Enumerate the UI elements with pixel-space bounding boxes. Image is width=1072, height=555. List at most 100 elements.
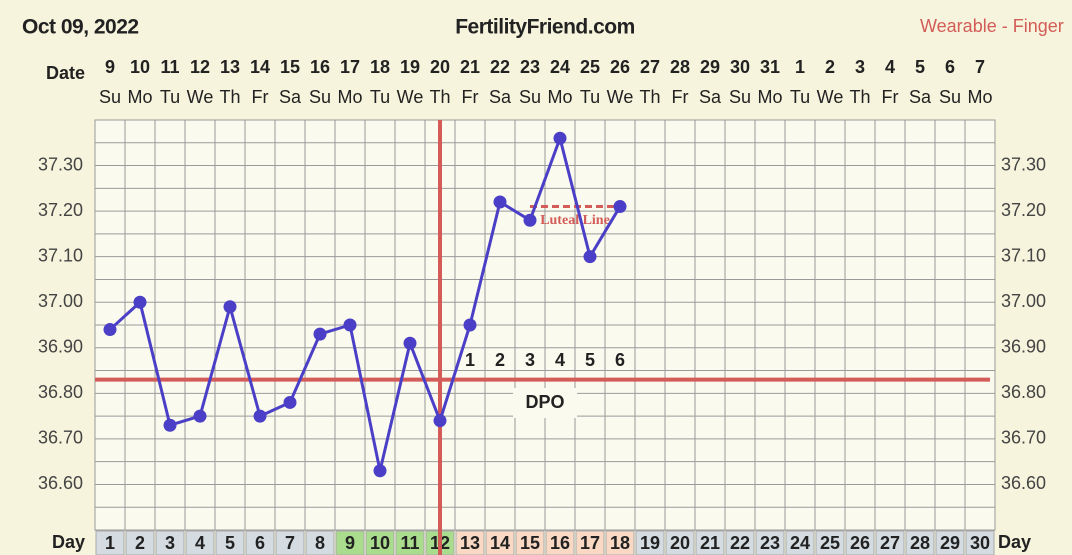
y-tick-label: 36.80 xyxy=(38,382,83,402)
day-cell xyxy=(305,530,335,555)
date-number: 17 xyxy=(340,57,360,77)
date-number: 4 xyxy=(885,57,895,77)
day-number: 15 xyxy=(520,533,540,553)
day-number: 16 xyxy=(550,533,570,553)
weekday: Tu xyxy=(160,87,180,107)
day-cell xyxy=(695,530,725,555)
temp-point xyxy=(463,318,477,332)
day-number: 19 xyxy=(640,533,660,553)
date: Oct 09, 2022 xyxy=(22,16,139,39)
dpo-label: 6 xyxy=(615,350,625,370)
temp-point xyxy=(553,131,567,145)
temp-point xyxy=(163,418,177,432)
temp-point xyxy=(223,300,237,314)
day-cell xyxy=(515,530,545,555)
day-number: 2 xyxy=(135,533,145,553)
day-cell xyxy=(575,530,605,555)
day-cell xyxy=(545,530,575,555)
dpo-label: 5 xyxy=(585,350,595,370)
weekday: We xyxy=(187,87,214,107)
date-number: 30 xyxy=(730,57,750,77)
day-cell xyxy=(905,530,935,555)
weekday: Th xyxy=(429,87,450,107)
date-number: 9 xyxy=(105,57,115,77)
date-number: 14 xyxy=(250,57,270,77)
weekday: Sa xyxy=(279,87,302,107)
date-number: 6 xyxy=(945,57,955,77)
weekday: Mo xyxy=(127,87,152,107)
day-cell xyxy=(845,530,875,555)
y-tick-label: 36.60 xyxy=(38,473,83,493)
date-number: 5 xyxy=(915,57,925,77)
weekday: Th xyxy=(849,87,870,107)
day-cell xyxy=(395,530,425,555)
date-label: Date xyxy=(46,63,85,83)
weekday: Tu xyxy=(790,87,810,107)
y-tick-label-right: 36.80 xyxy=(1001,382,1046,402)
day-cell xyxy=(725,530,755,555)
day-number: 8 xyxy=(315,533,325,553)
y-tick-label-right: 37.00 xyxy=(1001,291,1046,311)
day-cell xyxy=(185,530,215,555)
weekday: Mo xyxy=(967,87,992,107)
date-number: 16 xyxy=(310,57,330,77)
date-number: 7 xyxy=(975,57,985,77)
day-number: 28 xyxy=(910,533,930,553)
temp-point xyxy=(493,195,507,209)
dpo-label: 3 xyxy=(525,350,535,370)
day-cell xyxy=(365,530,395,555)
weekday: Su xyxy=(99,87,121,107)
weekday: Th xyxy=(639,87,660,107)
weekday: Mo xyxy=(337,87,362,107)
day-cell xyxy=(815,530,845,555)
weekday: Th xyxy=(219,87,240,107)
source: Wearable - Finger xyxy=(920,16,1064,36)
date-number: 22 xyxy=(490,57,510,77)
date-number: 29 xyxy=(700,57,720,77)
y-tick-label: 37.30 xyxy=(38,154,83,174)
date-number: 21 xyxy=(460,57,480,77)
date-number: 25 xyxy=(580,57,600,77)
day-cell xyxy=(665,530,695,555)
date-number: 15 xyxy=(280,57,300,77)
day-cell xyxy=(125,530,155,555)
dpo-label: 4 xyxy=(555,350,565,370)
temp-point xyxy=(373,464,387,478)
day-number: 5 xyxy=(225,533,235,553)
date-number: 13 xyxy=(220,57,240,77)
date-number: 27 xyxy=(640,57,660,77)
day-cell xyxy=(455,530,485,555)
y-tick-label-right: 36.90 xyxy=(1001,337,1046,357)
day-number: 18 xyxy=(610,533,630,553)
temp-point xyxy=(433,414,447,428)
day-number: 4 xyxy=(195,533,205,553)
date-number: 31 xyxy=(760,57,780,77)
date-number: 20 xyxy=(430,57,450,77)
temp-point xyxy=(253,409,267,423)
day-label: Day xyxy=(52,532,85,552)
temp-point xyxy=(523,213,537,227)
y-tick-label-right: 36.60 xyxy=(1001,473,1046,493)
day-cell xyxy=(635,530,665,555)
day-number: 17 xyxy=(580,533,600,553)
day-cell xyxy=(215,530,245,555)
day-number: 26 xyxy=(850,533,870,553)
day-number: 30 xyxy=(970,533,990,553)
day-cell xyxy=(755,530,785,555)
day-number: 14 xyxy=(490,533,510,553)
y-tick-label-right: 37.10 xyxy=(1001,245,1046,265)
y-tick-label-right: 37.20 xyxy=(1001,200,1046,220)
dpo-box xyxy=(513,388,577,418)
date-number: 10 xyxy=(130,57,150,77)
date-number: 12 xyxy=(190,57,210,77)
day-number: 11 xyxy=(400,533,419,553)
day-number: 27 xyxy=(880,533,900,553)
temp-point xyxy=(193,409,207,423)
dpo-label: 1 xyxy=(465,350,475,370)
weekday: We xyxy=(817,87,844,107)
weekday: Sa xyxy=(699,87,722,107)
weekday: Su xyxy=(309,87,331,107)
weekday: Sa xyxy=(489,87,512,107)
day-number: 10 xyxy=(370,533,390,553)
